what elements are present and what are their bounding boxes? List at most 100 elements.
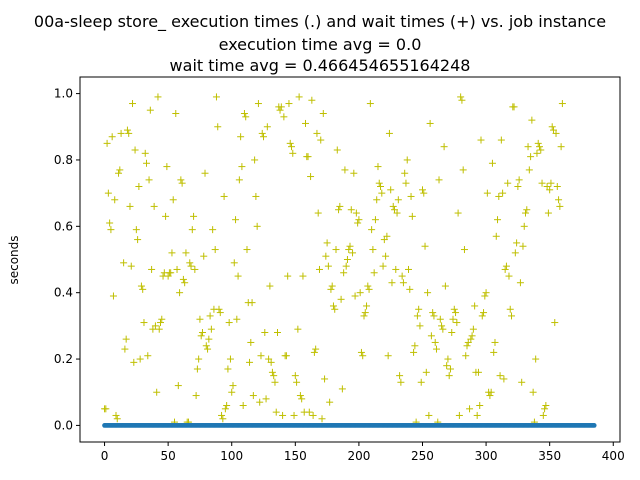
wait-time-point bbox=[343, 256, 351, 263]
wait-time-point bbox=[309, 411, 317, 419]
wait-time-point bbox=[499, 189, 507, 197]
wait-time-point bbox=[153, 388, 161, 396]
wait-time-point bbox=[424, 289, 432, 297]
wait-time-point bbox=[256, 398, 264, 406]
wait-time-point bbox=[350, 169, 358, 177]
wait-time-point bbox=[215, 305, 223, 313]
wait-time-point bbox=[347, 206, 355, 214]
wait-time-point bbox=[140, 319, 148, 327]
wait-time-point bbox=[329, 302, 337, 310]
wait-time-point bbox=[134, 236, 142, 244]
wait-time-point bbox=[361, 309, 369, 317]
wait-time-point bbox=[459, 166, 467, 174]
wait-time-point bbox=[150, 202, 158, 210]
wait-time-point bbox=[497, 136, 505, 144]
wait-time-point bbox=[246, 358, 254, 366]
chart-title-line-3: wait time avg = 0.466454655164248 bbox=[169, 56, 471, 75]
wait-time-point bbox=[360, 312, 368, 320]
wait-time-point bbox=[202, 342, 210, 350]
wait-time-point bbox=[482, 289, 490, 297]
wait-time-point bbox=[234, 272, 242, 280]
wait-time-point bbox=[557, 143, 565, 151]
wait-time-point bbox=[351, 292, 359, 300]
wait-time-point bbox=[505, 272, 513, 280]
wait-time-point bbox=[375, 179, 383, 187]
wait-time-point bbox=[113, 415, 121, 423]
wait-time-point bbox=[188, 226, 196, 234]
wait-time-point bbox=[268, 368, 276, 376]
wait-time-point bbox=[421, 242, 429, 250]
wait-time-point bbox=[299, 272, 307, 280]
wait-time-point bbox=[508, 312, 516, 320]
wait-time-point bbox=[154, 93, 162, 101]
wait-time-point bbox=[323, 239, 331, 247]
wait-time-point bbox=[261, 329, 269, 336]
wait-time-point bbox=[239, 402, 247, 409]
wait-time-point bbox=[162, 212, 170, 220]
wait-time-point bbox=[130, 358, 138, 366]
wait-time-point bbox=[187, 262, 195, 270]
wait-time-point bbox=[225, 319, 233, 327]
wait-time-point bbox=[420, 189, 428, 197]
wait-time-point bbox=[448, 329, 456, 336]
wait-time-point bbox=[176, 289, 184, 297]
wait-time-point bbox=[289, 149, 297, 157]
wait-time-point bbox=[446, 365, 454, 373]
wait-time-point bbox=[235, 176, 243, 184]
wait-time-point bbox=[305, 408, 313, 416]
wait-time-point bbox=[532, 355, 540, 363]
wait-time-point bbox=[473, 411, 481, 419]
wait-time-point bbox=[174, 382, 182, 390]
wait-time-point bbox=[328, 282, 336, 290]
wait-time-point bbox=[556, 202, 564, 210]
wait-time-point bbox=[443, 362, 451, 370]
wait-time-point bbox=[200, 252, 208, 260]
wait-time-point bbox=[179, 275, 187, 283]
wait-time-point bbox=[242, 113, 250, 121]
wait-time-point bbox=[258, 129, 266, 137]
wait-time-point bbox=[226, 355, 234, 363]
x-tick-label: 50 bbox=[160, 449, 175, 463]
wait-time-point bbox=[354, 219, 362, 227]
wait-time-point bbox=[233, 315, 241, 323]
chart-title-line-2: execution time avg = 0.0 bbox=[218, 35, 422, 54]
wait-time-point bbox=[271, 378, 279, 386]
wait-time-point bbox=[431, 338, 439, 346]
wait-time-point bbox=[454, 209, 462, 217]
wait-time-point bbox=[436, 315, 444, 323]
wait-time-point bbox=[340, 269, 348, 277]
x-tick-label: 250 bbox=[411, 449, 434, 463]
wait-time-point bbox=[374, 163, 382, 171]
wait-time-point bbox=[109, 292, 117, 300]
wait-time-point bbox=[249, 392, 257, 400]
wait-time-point bbox=[135, 183, 143, 190]
wait-time-point bbox=[338, 385, 346, 393]
wait-time-point bbox=[337, 295, 345, 303]
wait-time-point bbox=[490, 348, 498, 356]
wait-time-point bbox=[223, 402, 231, 409]
wait-time-point bbox=[384, 352, 392, 360]
wait-time-point bbox=[322, 252, 330, 260]
wait-time-point bbox=[379, 262, 387, 270]
wait-time-point bbox=[411, 342, 419, 350]
wait-time-point bbox=[449, 315, 457, 323]
wait-time-point bbox=[407, 192, 415, 200]
wait-time-point bbox=[186, 259, 194, 267]
wait-time-point bbox=[469, 325, 477, 333]
wait-time-point bbox=[290, 411, 298, 419]
x-tick-label: 350 bbox=[538, 449, 561, 463]
wait-time-point bbox=[116, 166, 124, 174]
wait-time-point bbox=[313, 129, 321, 137]
wait-time-point bbox=[466, 405, 474, 413]
wait-time-point bbox=[336, 202, 344, 210]
wait-time-point bbox=[146, 106, 154, 114]
wait-time-point bbox=[298, 395, 306, 403]
wait-time-point bbox=[522, 209, 530, 217]
wait-time-point bbox=[321, 375, 329, 383]
wait-time-point bbox=[500, 375, 508, 383]
wait-time-point bbox=[439, 325, 447, 333]
wait-time-point bbox=[427, 332, 435, 340]
wait-time-point bbox=[267, 358, 275, 366]
wait-time-point bbox=[279, 411, 287, 419]
wait-time-point bbox=[111, 196, 119, 204]
